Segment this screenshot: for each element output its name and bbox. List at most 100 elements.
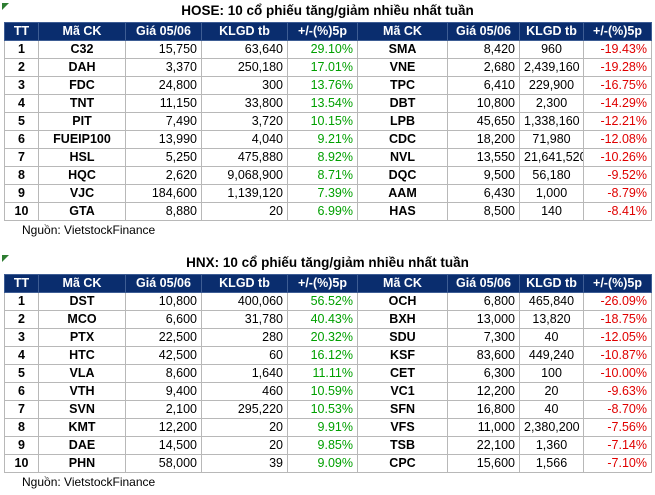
gainer-change: 40.43% — [287, 310, 358, 329]
table-row: 1 C32 15,750 63,640 29.10% SMA 8,420 960 -19.43% — [4, 40, 652, 59]
gainer-price: 58,000 — [125, 454, 202, 473]
row-rank: 5 — [4, 364, 39, 383]
table-row: 3 FDC 24,800 300 13.76% TPC 6,410 229,900 -16.75… — [4, 76, 652, 95]
gainer-code: MCO — [38, 310, 126, 329]
loser-change: -7.56% — [583, 418, 652, 437]
loser-change: -14.29% — [583, 94, 652, 113]
header-loss-price: Giá 05/06 — [447, 274, 520, 293]
loser-change: -10.00% — [583, 364, 652, 383]
loser-volume: 1,000 — [519, 184, 584, 203]
loser-volume: 1,360 — [519, 436, 584, 455]
gainer-price: 3,370 — [125, 58, 202, 77]
loser-change: -10.87% — [583, 346, 652, 365]
gainer-price: 42,500 — [125, 346, 202, 365]
table-row: 5 PIT 7,490 3,720 10.15% LPB 45,650 1,338,160 -1… — [4, 112, 652, 131]
cell-corner-marker-icon — [2, 3, 9, 10]
loser-volume: 20 — [519, 382, 584, 401]
row-rank: 7 — [4, 148, 39, 167]
row-rank: 5 — [4, 112, 39, 131]
row-rank: 3 — [4, 328, 39, 347]
table-row: 9 DAE 14,500 20 9.85% TSB 22,100 1,360 -7.14% — [4, 436, 652, 455]
gainer-change: 10.15% — [287, 112, 358, 131]
hnx-title-bar: HNX: 10 cổ phiếu tăng/giảm nhiều nhất tu… — [0, 252, 655, 274]
hnx-section: HNX: 10 cổ phiếu tăng/giảm nhiều nhất tu… — [0, 252, 655, 491]
loser-price: 6,430 — [447, 184, 520, 203]
gainer-change: 11.11% — [287, 364, 358, 383]
loser-code: CDC — [357, 130, 448, 149]
loser-change: -16.75% — [583, 76, 652, 95]
gainer-volume: 250,180 — [201, 58, 288, 77]
hose-title-bar: HOSE: 10 cổ phiếu tăng/giảm nhiều nhất t… — [0, 0, 655, 22]
loser-code: CPC — [357, 454, 448, 473]
gainer-code: FUEIP100 — [38, 130, 126, 149]
loser-change: -7.10% — [583, 454, 652, 473]
row-rank: 1 — [4, 40, 39, 59]
loser-code: AAM — [357, 184, 448, 203]
loser-change: -26.09% — [583, 292, 652, 311]
gainer-price: 6,600 — [125, 310, 202, 329]
loser-price: 83,600 — [447, 346, 520, 365]
gainer-code: DST — [38, 292, 126, 311]
header-row: TT Mã CK Giá 05/06 KLGD tb +/-(%)5p Mã C… — [4, 274, 652, 293]
table-row: 2 DAH 3,370 250,180 17.01% VNE 2,680 2,439,160-… — [4, 58, 652, 77]
gainer-code: HSL — [38, 148, 126, 167]
table-row: 8 HQC 2,620 9,068,900 8.71% DQC 9,500 56,180 -9.… — [4, 166, 652, 185]
gainer-change: 56.52% — [287, 292, 358, 311]
row-rank: 8 — [4, 418, 39, 437]
loser-price: 13,550 — [447, 148, 520, 167]
gainer-code: KMT — [38, 418, 126, 437]
table-row: 4 HTC 42,500 60 16.12% KSF 83,600 449,240 -10.87… — [4, 346, 652, 365]
loser-change: -9.63% — [583, 382, 652, 401]
loser-code: TPC — [357, 76, 448, 95]
loser-change: -12.08% — [583, 130, 652, 149]
header-loss-change: +/-(%)5p — [583, 22, 652, 41]
gainer-code: GTA — [38, 202, 126, 221]
gainer-price: 8,880 — [125, 202, 202, 221]
gainer-volume: 475,880 — [201, 148, 288, 167]
loser-volume: 2,439,160 — [519, 58, 584, 77]
loser-change: -7.14% — [583, 436, 652, 455]
gainer-change: 10.53% — [287, 400, 358, 419]
loser-code: VNE — [357, 58, 448, 77]
loser-price: 11,000 — [447, 418, 520, 437]
hnx-table-body: 1 DST 10,800 400,060 56.52% OCH 6,800 465,840 -2… — [4, 292, 652, 473]
gainer-code: PTX — [38, 328, 126, 347]
loser-change: -12.21% — [583, 112, 652, 131]
table-row: 6 VTH 9,400 460 10.59% VC1 12,200 20 -9.63% — [4, 382, 652, 401]
hose-source: Nguồn: VietstockFinance — [22, 223, 156, 237]
gainer-volume: 20 — [201, 436, 288, 455]
loser-price: 8,420 — [447, 40, 520, 59]
loser-change: -8.41% — [583, 202, 652, 221]
table-row: 7 SVN 2,100 295,220 10.53% SFN 16,800 40 -8.70% — [4, 400, 652, 419]
row-rank: 1 — [4, 292, 39, 311]
gainer-code: FDC — [38, 76, 126, 95]
gainer-volume: 300 — [201, 76, 288, 95]
gainer-volume: 33,800 — [201, 94, 288, 113]
loser-volume: 1,566 — [519, 454, 584, 473]
table-row: 6 FUEIP100 13,990 4,040 9.21% CDC 18,200 71,980… — [4, 130, 652, 149]
gainer-volume: 400,060 — [201, 292, 288, 311]
row-rank: 9 — [4, 184, 39, 203]
row-rank: 8 — [4, 166, 39, 185]
loser-code: BXH — [357, 310, 448, 329]
hnx-title: HNX: 10 cổ phiếu tăng/giảm nhiều nhất tu… — [186, 255, 469, 270]
gainer-code: HQC — [38, 166, 126, 185]
gainer-change: 10.59% — [287, 382, 358, 401]
gainer-price: 8,600 — [125, 364, 202, 383]
loser-volume: 13,820 — [519, 310, 584, 329]
loser-price: 6,300 — [447, 364, 520, 383]
gainer-volume: 20 — [201, 418, 288, 437]
gainer-price: 2,100 — [125, 400, 202, 419]
loser-price: 12,200 — [447, 382, 520, 401]
gainer-volume: 4,040 — [201, 130, 288, 149]
row-rank: 7 — [4, 400, 39, 419]
gainer-price: 7,490 — [125, 112, 202, 131]
header-gain-code: Mã CK — [38, 274, 126, 293]
header-gain-volume: KLGD tb — [201, 274, 288, 293]
loser-price: 9,500 — [447, 166, 520, 185]
loser-code: VFS — [357, 418, 448, 437]
gainer-change: 6.99% — [287, 202, 358, 221]
loser-volume: 71,980 — [519, 130, 584, 149]
gainer-change: 8.71% — [287, 166, 358, 185]
loser-price: 18,200 — [447, 130, 520, 149]
